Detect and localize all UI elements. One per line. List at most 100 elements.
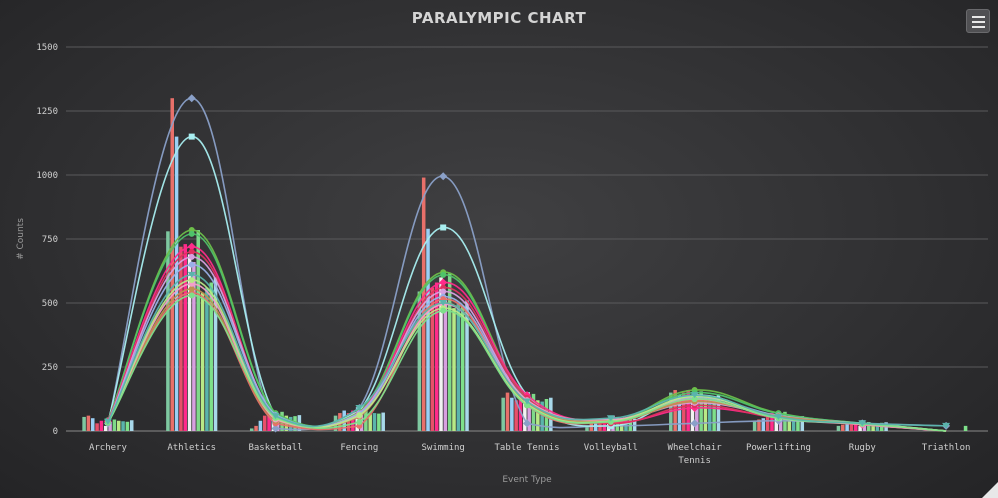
data-point-marker: [355, 404, 364, 411]
bar: [540, 401, 544, 431]
hamburger-menu-icon-bar: [972, 26, 985, 28]
data-point-marker: [188, 276, 195, 283]
bar: [536, 400, 540, 431]
series-line: [107, 291, 947, 432]
bar: [430, 287, 435, 431]
data-point-marker: [103, 418, 112, 425]
bar: [699, 391, 703, 431]
data-point-marker: [524, 402, 530, 409]
bar: [796, 418, 800, 431]
chart-menu-button[interactable]: [966, 9, 990, 33]
data-point-marker: [356, 412, 363, 419]
data-point-marker: [187, 94, 196, 103]
bar: [770, 413, 774, 431]
bar: [267, 413, 271, 431]
bar: [108, 422, 112, 431]
bar: [761, 418, 766, 431]
bar: [174, 136, 179, 431]
bar: [183, 244, 187, 431]
data-point-marker: [188, 230, 195, 237]
bar: [682, 392, 686, 431]
bar: [368, 414, 372, 431]
data-point-marker: [188, 253, 195, 260]
bar: [200, 292, 205, 431]
data-point-marker: [691, 396, 698, 402]
x-tick-label: Wheelchair: [668, 443, 723, 453]
bar: [712, 399, 716, 431]
hamburger-menu-icon-bar: [972, 21, 985, 23]
y-tick-label: 1000: [36, 171, 58, 181]
bar: [757, 419, 761, 431]
bar: [505, 392, 510, 431]
bar: [196, 230, 200, 431]
bar: [460, 305, 465, 431]
bar: [205, 287, 209, 431]
data-point-marker: [607, 418, 614, 425]
bar: [695, 393, 699, 431]
series-line: [107, 294, 947, 432]
data-point-marker: [942, 422, 951, 429]
data-point-marker: [690, 419, 699, 428]
bar: [791, 416, 796, 431]
bar: [841, 424, 845, 431]
bar: [166, 231, 170, 431]
bar: [845, 423, 849, 431]
bar: [426, 228, 430, 431]
bar: [456, 303, 461, 431]
data-point-marker: [188, 292, 195, 299]
bar: [351, 410, 355, 431]
data-point-marker: [440, 307, 447, 314]
bar: [849, 424, 854, 431]
y-axis-label: # Counts: [16, 218, 26, 260]
hamburger-menu-icon: [972, 16, 985, 18]
bar: [82, 416, 86, 431]
data-point-marker: [439, 278, 448, 287]
bar: [752, 420, 757, 431]
data-point-marker: [188, 248, 195, 255]
data-point-marker: [606, 415, 615, 422]
bar: [527, 396, 531, 431]
data-point-marker: [523, 398, 531, 405]
bar: [116, 420, 121, 431]
bar: [963, 425, 968, 431]
bar: [703, 397, 708, 431]
bar: [86, 415, 91, 431]
bar: [346, 413, 351, 431]
y-tick-label: 500: [42, 299, 58, 309]
bar: [531, 393, 536, 431]
y-tick-label: 250: [42, 363, 58, 373]
bar: [381, 412, 385, 431]
bar: [716, 395, 721, 431]
data-point-marker: [440, 271, 447, 278]
bar: [765, 415, 770, 431]
series-line: [107, 135, 947, 432]
data-point-marker: [271, 424, 280, 433]
bar: [708, 396, 712, 431]
bar: [778, 414, 783, 431]
bar: [434, 282, 439, 431]
bar: [192, 262, 196, 431]
data-point-marker: [858, 420, 867, 427]
bar: [258, 420, 263, 431]
bar: [121, 421, 125, 431]
bar: [254, 425, 258, 431]
bar: [774, 416, 779, 431]
data-point-marker: [439, 300, 448, 306]
bar: [262, 415, 267, 431]
bar: [179, 246, 183, 431]
bar: [213, 277, 218, 431]
bar: [875, 423, 880, 431]
x-tick-label: Archery: [89, 443, 128, 453]
x-tick-label: Tennis: [678, 456, 711, 466]
data-point-marker: [356, 419, 363, 426]
x-tick-label: Table Tennis: [494, 443, 559, 453]
bar: [800, 416, 805, 431]
series-line: [107, 274, 947, 428]
bar: [686, 390, 690, 431]
bar: [129, 420, 134, 431]
x-tick-label: Volleyball: [584, 443, 638, 453]
y-tick-label: 0: [53, 427, 58, 437]
bar: [628, 418, 633, 431]
bar: [443, 297, 448, 431]
data-point-marker: [188, 133, 195, 140]
